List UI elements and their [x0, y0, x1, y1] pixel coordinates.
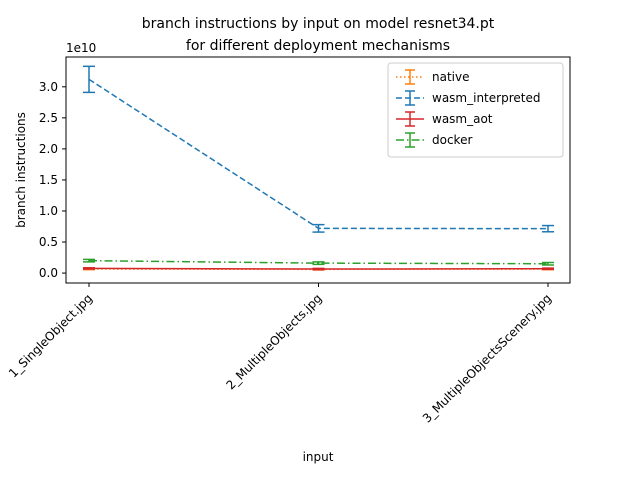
legend-label-native: native	[432, 70, 469, 84]
legend-label-wasm_aot: wasm_aot	[432, 112, 493, 126]
x-tick-label: 2_MultipleObjects.jpg	[223, 291, 324, 392]
y-tick-label: 2.5	[39, 111, 58, 125]
series-layer	[83, 65, 554, 271]
y-axis-ticks: 0.0 0.5 1.0 1.5 2.0 2.5 3.0	[39, 80, 66, 280]
y-tick-label: 0.5	[39, 235, 58, 249]
chart-title-line-2: for different deployment mechanisms	[186, 38, 450, 54]
chart-title-line-1: branch instructions by input on model re…	[142, 16, 495, 32]
y-tick-label: 3.0	[39, 80, 58, 94]
x-axis-label: input	[303, 450, 334, 464]
y-axis-label: branch instructions	[14, 112, 28, 228]
y-tick-label: 1.0	[39, 204, 58, 218]
plot-frame	[65, 56, 571, 284]
y-tick-label: 0.0	[39, 266, 58, 280]
x-axis-ticks: 1_SingleObject.jpg 2_MultipleObjects.jpg 3…	[6, 283, 554, 426]
x-tick-label: 3_MultipleObjectsScenery.jpg	[420, 291, 554, 425]
x-tick-label: 1_SingleObject.jpg	[6, 291, 95, 380]
legend-label-docker: docker	[432, 133, 472, 147]
y-tick-label: 1.5	[39, 173, 58, 187]
legend-box	[387, 62, 564, 158]
y-tick-label: 2.0	[39, 142, 58, 156]
legend-label-wasm_interpreted: wasm_interpreted	[432, 91, 540, 105]
y-offset-label: 1e10	[66, 41, 96, 55]
